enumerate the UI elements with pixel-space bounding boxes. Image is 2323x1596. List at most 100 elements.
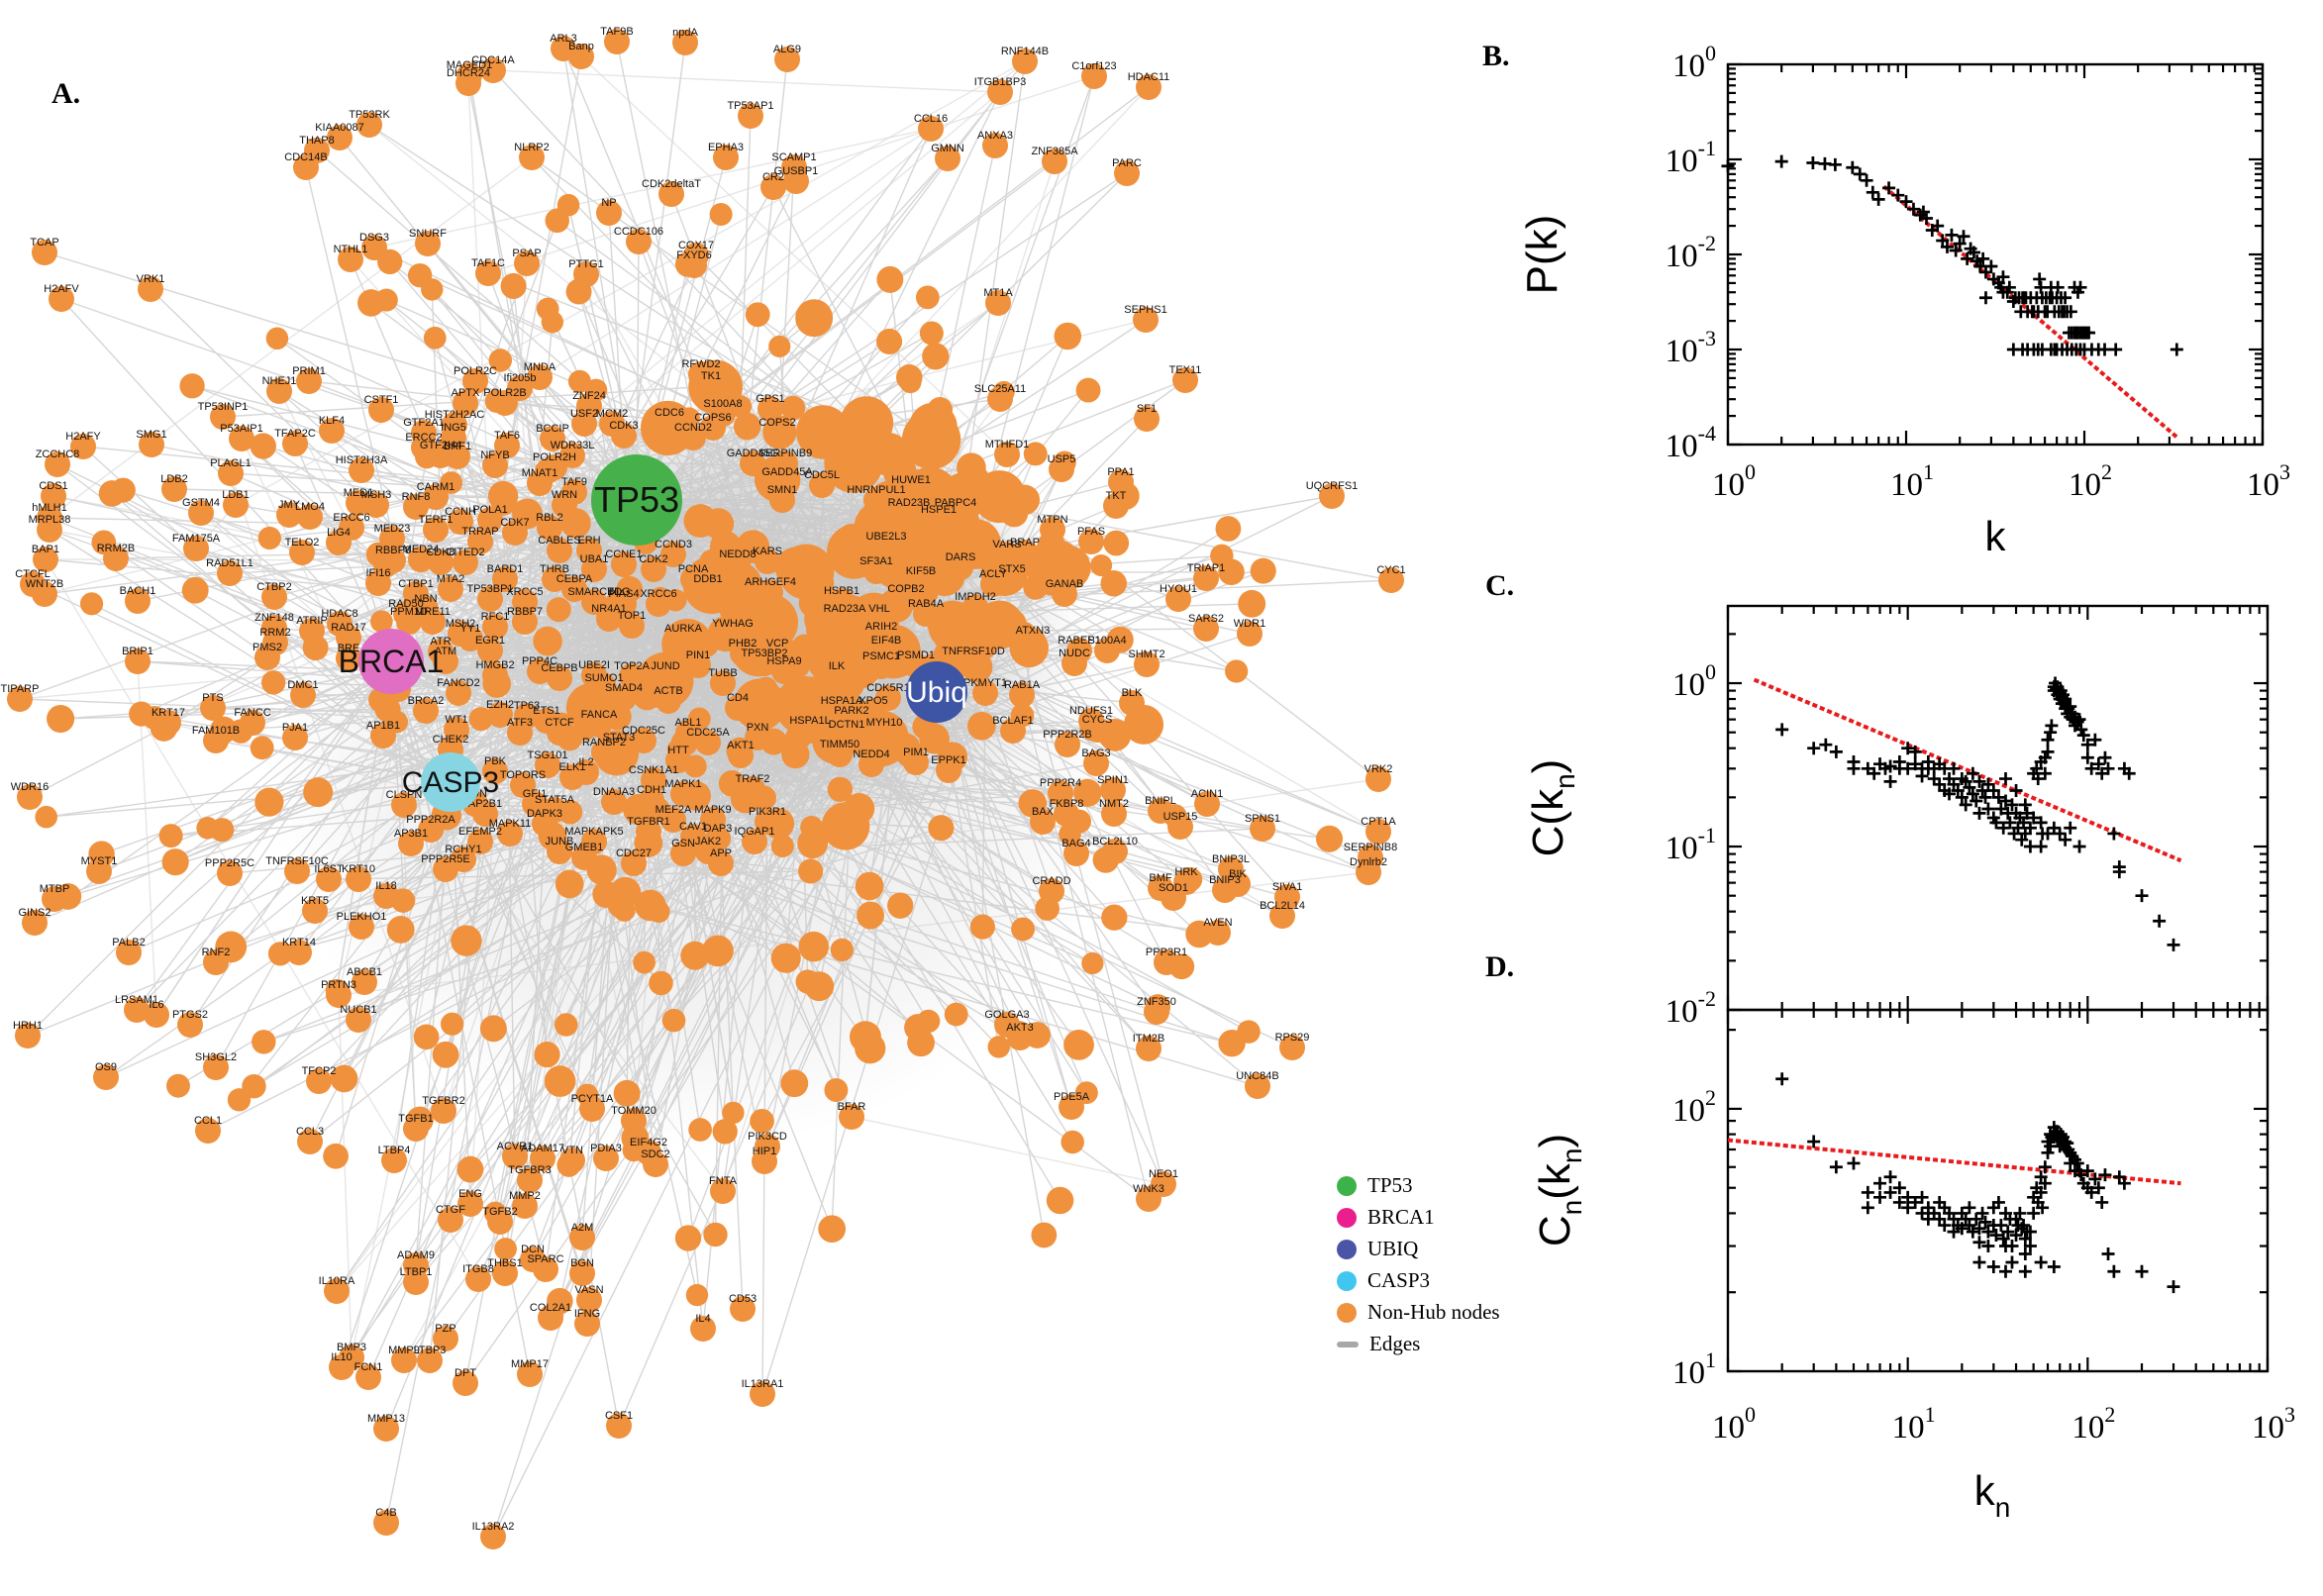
- gene-node: [987, 79, 1013, 105]
- gene-label: MCM2: [596, 408, 628, 420]
- gene-label: IQGAP1: [735, 826, 775, 838]
- gene-node: [527, 658, 553, 684]
- gene-label: PZP: [435, 1323, 455, 1335]
- gene-label: VRK2: [1364, 763, 1393, 775]
- gene-label: ERCC6: [333, 512, 369, 524]
- gene-node: [138, 276, 163, 302]
- gene-node: [591, 740, 617, 765]
- gene-node: [824, 663, 850, 689]
- gene-node: [355, 1364, 381, 1390]
- gene-label: TIPARP: [1, 683, 40, 695]
- tick-label: 100: [1672, 41, 1716, 84]
- gene-label: PPP2R5C: [205, 857, 254, 869]
- gene-node: [1172, 367, 1198, 393]
- gene-label: ARIH2: [865, 621, 897, 633]
- gene-node: [740, 450, 765, 476]
- gene-node: [542, 566, 567, 592]
- gene-label: FXYD6: [676, 249, 711, 261]
- gene-node: [326, 982, 352, 1008]
- legend-item-non-hub-nodes: Non-Hub nodes: [1337, 1300, 1500, 1324]
- gene-node: [284, 858, 310, 884]
- gene-label: TOPORS: [500, 769, 546, 781]
- gene-label: SERPINB8: [1344, 842, 1397, 853]
- gene-label: HRH1: [13, 1020, 43, 1032]
- gene-node: [346, 866, 371, 892]
- gene-label: EIF4G2: [630, 1137, 667, 1148]
- gene-node: [1136, 1186, 1162, 1212]
- gene-node: [1136, 74, 1162, 100]
- gene-node: [417, 1347, 443, 1373]
- gene-node: [994, 442, 1020, 467]
- gene-node: [809, 472, 835, 498]
- gene-node: [660, 807, 686, 833]
- gene-label: NMT2: [1099, 798, 1129, 810]
- gene-label: PTS: [202, 692, 223, 704]
- gene-node: [1136, 1036, 1162, 1061]
- gene-label: CDS1: [39, 480, 67, 492]
- gene-label: HIP1: [753, 1146, 776, 1157]
- gene-label: CDK7: [500, 517, 529, 529]
- gene-node: [297, 504, 323, 530]
- gene-label: TNFRSF10D: [942, 646, 1005, 657]
- gene-node: [873, 534, 899, 559]
- gene-node: [507, 720, 533, 746]
- gene-label: RBBP7: [507, 606, 543, 618]
- gene-label: ACLY: [979, 568, 1008, 580]
- gene-label: CCDC106: [614, 226, 663, 238]
- gene-label: SF3A1: [859, 555, 893, 567]
- gene-label: MAPKAPK5: [564, 826, 623, 838]
- gene-label: ADAM9: [397, 1249, 435, 1261]
- gene-label: POLR2C: [454, 365, 497, 377]
- gene-label: CDC27: [616, 848, 652, 859]
- gene-label: AKT1: [727, 740, 755, 751]
- gene-node: [1134, 406, 1160, 432]
- gene-label: SMARCB1: [567, 586, 620, 598]
- gene-label: ATXN3: [1016, 625, 1051, 637]
- gene-node: [1083, 750, 1109, 776]
- legend-item-casp3: CASP3: [1337, 1268, 1500, 1292]
- gene-node: [7, 686, 33, 712]
- gene-label: RFC1: [481, 611, 510, 623]
- gene-node: [403, 1269, 429, 1295]
- gene-node: [559, 1147, 585, 1173]
- panel-letter-a: A.: [51, 77, 81, 110]
- gene-label: IL13RA2: [472, 1521, 515, 1533]
- gene-node: [936, 757, 961, 783]
- gene-node: [935, 146, 960, 171]
- gene-label: ITM2B: [1133, 1033, 1164, 1045]
- axis-title: Cn(kn): [1531, 1134, 1587, 1247]
- gene-node: [1279, 1035, 1305, 1060]
- gene-node: [1101, 801, 1127, 827]
- gene-node: [710, 670, 736, 696]
- gene-label: CLSPN: [386, 789, 423, 801]
- gene-label: PALB2: [112, 937, 145, 948]
- gene-node: [467, 529, 493, 554]
- gene-node: [200, 695, 226, 721]
- gene-label: MAPK9: [694, 804, 731, 816]
- gene-label: ABL1: [675, 717, 702, 729]
- gene-label: MTPN: [1037, 514, 1067, 526]
- gene-label: FANCC: [234, 707, 270, 719]
- gene-node: [758, 579, 783, 605]
- gene-node: [293, 154, 319, 180]
- legend-label: CASP3: [1367, 1268, 1431, 1292]
- gene-label: UQCRFS1: [1306, 480, 1359, 492]
- gene-label: C4B: [375, 1507, 396, 1519]
- tick-label: 10-3: [1666, 326, 1716, 369]
- hub-label: CASP3: [402, 766, 499, 799]
- gene-label: LTBP1: [400, 1266, 433, 1278]
- gene-label: YY1: [460, 623, 481, 635]
- gene-label: CRADD: [1032, 875, 1070, 887]
- gene-node: [299, 618, 325, 644]
- gene-label: EPHA3: [708, 142, 744, 153]
- gene-label: CYCS: [1082, 714, 1113, 726]
- gene-label: GSTM4: [182, 497, 220, 509]
- gene-node: [1205, 920, 1231, 946]
- gene-label: TP53INP1: [198, 401, 249, 413]
- gene-node: [381, 1147, 407, 1173]
- gene-node: [413, 698, 439, 724]
- gene-node: [680, 425, 706, 450]
- gene-label: PPP4C: [522, 655, 557, 667]
- gene-node: [568, 44, 594, 69]
- gene-label: Ifi205b: [503, 372, 536, 384]
